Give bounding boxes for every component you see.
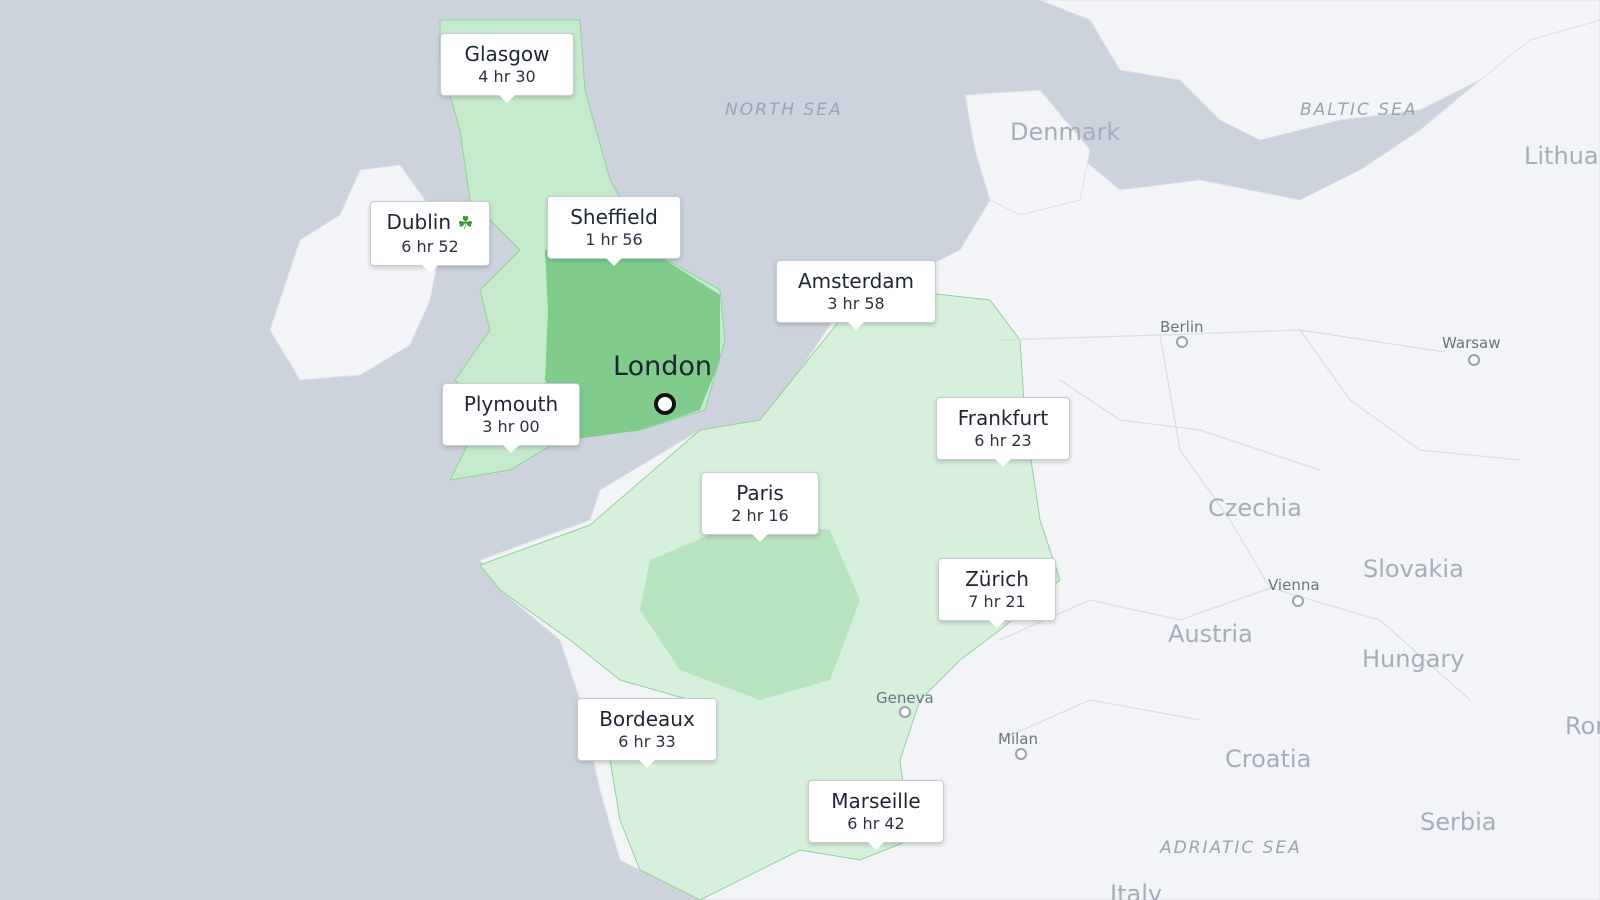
- destination-travel-time: 7 hr 21: [968, 592, 1026, 611]
- destination-card-amsterdam[interactable]: Amsterdam 3 hr 58: [776, 260, 936, 330]
- destination-travel-time: 3 hr 58: [827, 294, 885, 313]
- country-label-italy: Italy: [1110, 880, 1163, 900]
- destination-card-bordeaux[interactable]: Bordeaux 6 hr 33: [577, 698, 717, 768]
- destination-card-frankfurt[interactable]: Frankfurt 6 hr 23: [936, 397, 1070, 467]
- origin-label-london: London: [613, 351, 712, 382]
- sea-label-north-sea: NORTH SEA: [725, 100, 843, 120]
- sea-label-adriatic-sea: ADRIATIC SEA: [1160, 838, 1302, 858]
- city-marker-vienna: [1292, 595, 1304, 607]
- city-label-geneva: Geneva: [876, 689, 934, 707]
- city-marker-milan: [1015, 748, 1027, 760]
- destination-name: Zürich: [965, 567, 1029, 591]
- destination-travel-time: 4 hr 30: [478, 67, 536, 86]
- destination-name: Glasgow: [464, 42, 550, 66]
- origin-marker-london[interactable]: [654, 393, 676, 415]
- denmark-landmass: [964, 89, 1091, 216]
- destination-travel-time: 2 hr 16: [731, 506, 789, 525]
- city-label-milan: Milan: [998, 730, 1038, 748]
- country-label-czechia: Czechia: [1208, 494, 1302, 522]
- city-label-berlin: Berlin: [1160, 318, 1204, 336]
- destination-card-zurich[interactable]: Zürich 7 hr 21: [938, 558, 1056, 628]
- destination-card-sheffield[interactable]: Sheffield 1 hr 56: [547, 196, 681, 266]
- country-label-romania: Ror: [1565, 712, 1600, 740]
- paris-core-reach: [640, 520, 860, 700]
- destination-travel-time: 3 hr 00: [482, 417, 540, 436]
- destination-travel-time: 6 hr 33: [618, 732, 676, 751]
- city-marker-warsaw: [1468, 354, 1480, 366]
- country-label-croatia: Croatia: [1225, 745, 1312, 773]
- destination-name: Amsterdam: [797, 269, 915, 293]
- destination-travel-time: 6 hr 42: [847, 814, 905, 833]
- city-label-vienna: Vienna: [1268, 576, 1320, 594]
- destination-name: Frankfurt: [957, 406, 1049, 430]
- destination-card-plymouth[interactable]: Plymouth 3 hr 00: [442, 383, 580, 453]
- destination-name: Paris: [736, 481, 784, 505]
- country-label-denmark: Denmark: [1010, 118, 1121, 146]
- rail-network: [999, 329, 1521, 741]
- destination-travel-time: 6 hr 23: [974, 431, 1032, 450]
- country-label-lithuania: Lithua: [1524, 142, 1599, 170]
- destination-name: Sheffield: [570, 205, 658, 229]
- city-marker-geneva: [899, 706, 911, 718]
- destination-name: Marseille: [831, 789, 921, 813]
- country-label-hungary: Hungary: [1362, 645, 1465, 673]
- country-label-slovakia: Slovakia: [1363, 555, 1464, 583]
- destination-travel-time: 6 hr 52: [401, 237, 459, 256]
- destination-card-glasgow[interactable]: Glasgow 4 hr 30: [440, 33, 574, 103]
- country-label-serbia: Serbia: [1420, 808, 1497, 836]
- sea-label-baltic-sea: BALTIC SEA: [1300, 100, 1418, 120]
- destination-name: Plymouth: [463, 392, 559, 416]
- destination-name: Dublin: [386, 210, 452, 234]
- destination-card-dublin[interactable]: Dublin ☘ 6 hr 52: [370, 201, 490, 273]
- destination-card-marseille[interactable]: Marseille 6 hr 42: [808, 780, 944, 850]
- city-label-warsaw: Warsaw: [1442, 334, 1501, 352]
- shamrock-icon: ☘: [457, 213, 474, 234]
- destination-travel-time: 1 hr 56: [585, 230, 643, 249]
- city-marker-berlin: [1176, 336, 1188, 348]
- destination-card-paris[interactable]: Paris 2 hr 16: [701, 472, 819, 542]
- country-label-austria: Austria: [1168, 620, 1253, 648]
- scandinavia-landmass: [1039, 0, 1600, 141]
- destination-name: Bordeaux: [599, 707, 695, 731]
- england-dark-reach: [545, 250, 720, 440]
